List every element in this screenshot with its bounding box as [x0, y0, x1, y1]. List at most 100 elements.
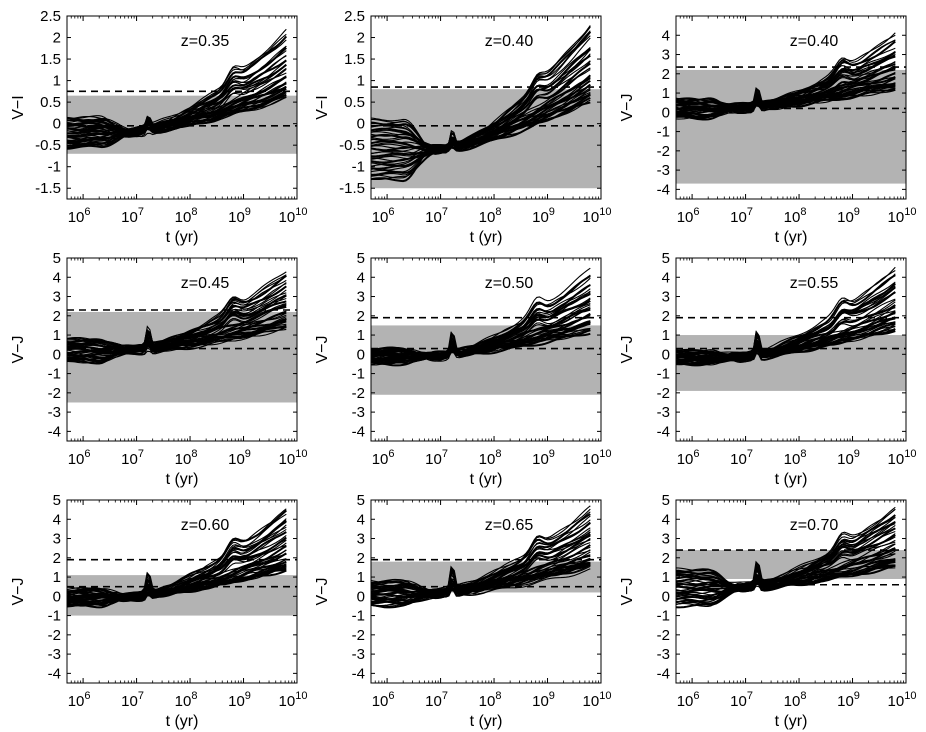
y-tick-label: 0 [53, 588, 61, 605]
x-tick-label: 107 [121, 206, 144, 226]
y-axis-label: V−J [619, 335, 636, 363]
y-tick-label: 5 [662, 492, 670, 509]
model-track [67, 33, 287, 131]
chart-panel-6: -4 -3 -2 -1 0 1 2 3 4 5 106 107 108 109 1010 z=0.55 t (y… [619, 250, 916, 488]
x-tick-label: 106 [677, 448, 700, 468]
y-tick-label: -1 [352, 366, 365, 383]
y-tick-label: 1 [53, 569, 61, 586]
model-tracks [371, 25, 592, 183]
y-tick-label: 0 [357, 346, 365, 363]
y-tick-label: 2 [53, 30, 61, 47]
panel-title: z=0.50 [485, 275, 534, 292]
model-track [676, 270, 896, 354]
model-track [676, 266, 896, 364]
model-tracks [371, 267, 591, 367]
y-tick-label: -3 [657, 162, 670, 179]
y-tick-label: 1 [357, 73, 365, 90]
y-tick-label: 4 [662, 511, 670, 528]
y-tick-label: -4 [352, 665, 365, 682]
y-tick-label: -2 [352, 627, 365, 644]
y-tick-label: 3 [53, 531, 61, 548]
chart-panel-3: -4 -3 -2 -1 0 1 2 3 4 106 107 108 109 1010 z=0.40 t (yr… [619, 15, 916, 246]
x-tick-label: 109 [228, 690, 251, 710]
x-axis-label: t (yr) [775, 229, 808, 246]
y-tick-label: 3 [662, 289, 670, 306]
y-tick-label: 2 [357, 550, 365, 567]
x-tick-label: 107 [425, 448, 448, 468]
y-tick-label: 1 [662, 569, 670, 586]
x-tick-label: 107 [425, 206, 448, 226]
model-track [371, 508, 591, 593]
y-tick-label: -3 [657, 404, 670, 421]
y-tick-label: -2 [657, 385, 670, 402]
model-track [371, 26, 591, 155]
y-tick-label: 2 [662, 550, 670, 567]
y-tick-label: 1 [357, 569, 365, 586]
x-tick-label: 108 [479, 690, 502, 710]
y-tick-label: 1.5 [40, 51, 61, 68]
y-tick-label: 1 [662, 327, 670, 344]
x-tick-label: 108 [479, 206, 502, 226]
model-track [371, 267, 591, 356]
y-tick-label: 4 [357, 269, 365, 286]
y-axis-label: V−J [10, 577, 27, 605]
panel-title: z=0.55 [790, 275, 839, 292]
chart-panel-4: -4 -3 -2 -1 0 1 2 3 4 5 106 107 108 109 1010 z=0.45 t (y… [10, 250, 307, 488]
y-axis-label: V−J [619, 93, 636, 121]
y-tick-label: 3 [357, 531, 365, 548]
y-tick-label: -2 [48, 385, 61, 402]
model-track [67, 510, 287, 598]
y-axis-label: V−J [10, 335, 27, 363]
y-tick-label: -4 [657, 181, 670, 198]
x-tick-label: 107 [730, 206, 753, 226]
x-tick-label: 109 [837, 206, 860, 226]
model-tracks [676, 266, 896, 367]
model-track [676, 322, 896, 364]
x-axis-label: t (yr) [166, 229, 199, 246]
y-tick-label: 0 [357, 588, 365, 605]
x-axis-label: t (yr) [775, 471, 808, 488]
x-tick-label: 109 [228, 206, 251, 226]
y-tick-label: -4 [48, 665, 61, 682]
x-tick-label: 108 [175, 206, 198, 226]
y-tick-label: 4 [662, 269, 670, 286]
x-tick-label: 106 [372, 690, 395, 710]
model-tracks [371, 505, 591, 609]
x-tick-label: 106 [68, 448, 91, 468]
chart-panel-5: -4 -3 -2 -1 0 1 2 3 4 5 106 107 108 109 1010 z=0.50 t (y… [314, 250, 611, 488]
model-track [371, 84, 591, 160]
y-axis-label: V−I [314, 95, 331, 119]
x-tick-label: 106 [372, 448, 395, 468]
x-tick-label: 109 [228, 448, 251, 468]
x-tick-label: 107 [121, 448, 144, 468]
y-tick-label: 3 [662, 531, 670, 548]
panel-title: z=0.45 [181, 275, 230, 292]
y-tick-label: -2 [657, 627, 670, 644]
x-tick-label: 108 [784, 206, 807, 226]
y-tick-label: -3 [352, 404, 365, 421]
y-tick-label: 4 [662, 27, 670, 44]
x-tick-label: 1010 [279, 448, 308, 468]
y-tick-label: -2 [657, 143, 670, 160]
y-tick-label: -1 [48, 366, 61, 383]
x-tick-label: 106 [677, 206, 700, 226]
y-tick-label: -3 [48, 404, 61, 421]
model-track [676, 34, 896, 109]
model-tracks [67, 508, 287, 609]
y-tick-label: 2 [53, 550, 61, 567]
model-tracks [676, 32, 896, 121]
y-tick-label: 1 [53, 327, 61, 344]
y-tick-label: 0.5 [40, 94, 61, 111]
y-tick-label: -1 [352, 608, 365, 625]
model-track [67, 283, 287, 352]
y-tick-label: 2 [53, 308, 61, 325]
panel-title: z=0.60 [181, 517, 230, 534]
model-track [371, 92, 591, 165]
x-tick-label: 108 [175, 448, 198, 468]
y-tick-label: 2 [357, 308, 365, 325]
y-tick-label: -2 [352, 385, 365, 402]
y-tick-label: -1 [657, 366, 670, 383]
x-tick-label: 107 [121, 690, 144, 710]
y-tick-label: 0 [357, 116, 365, 133]
x-tick-label: 106 [68, 206, 91, 226]
